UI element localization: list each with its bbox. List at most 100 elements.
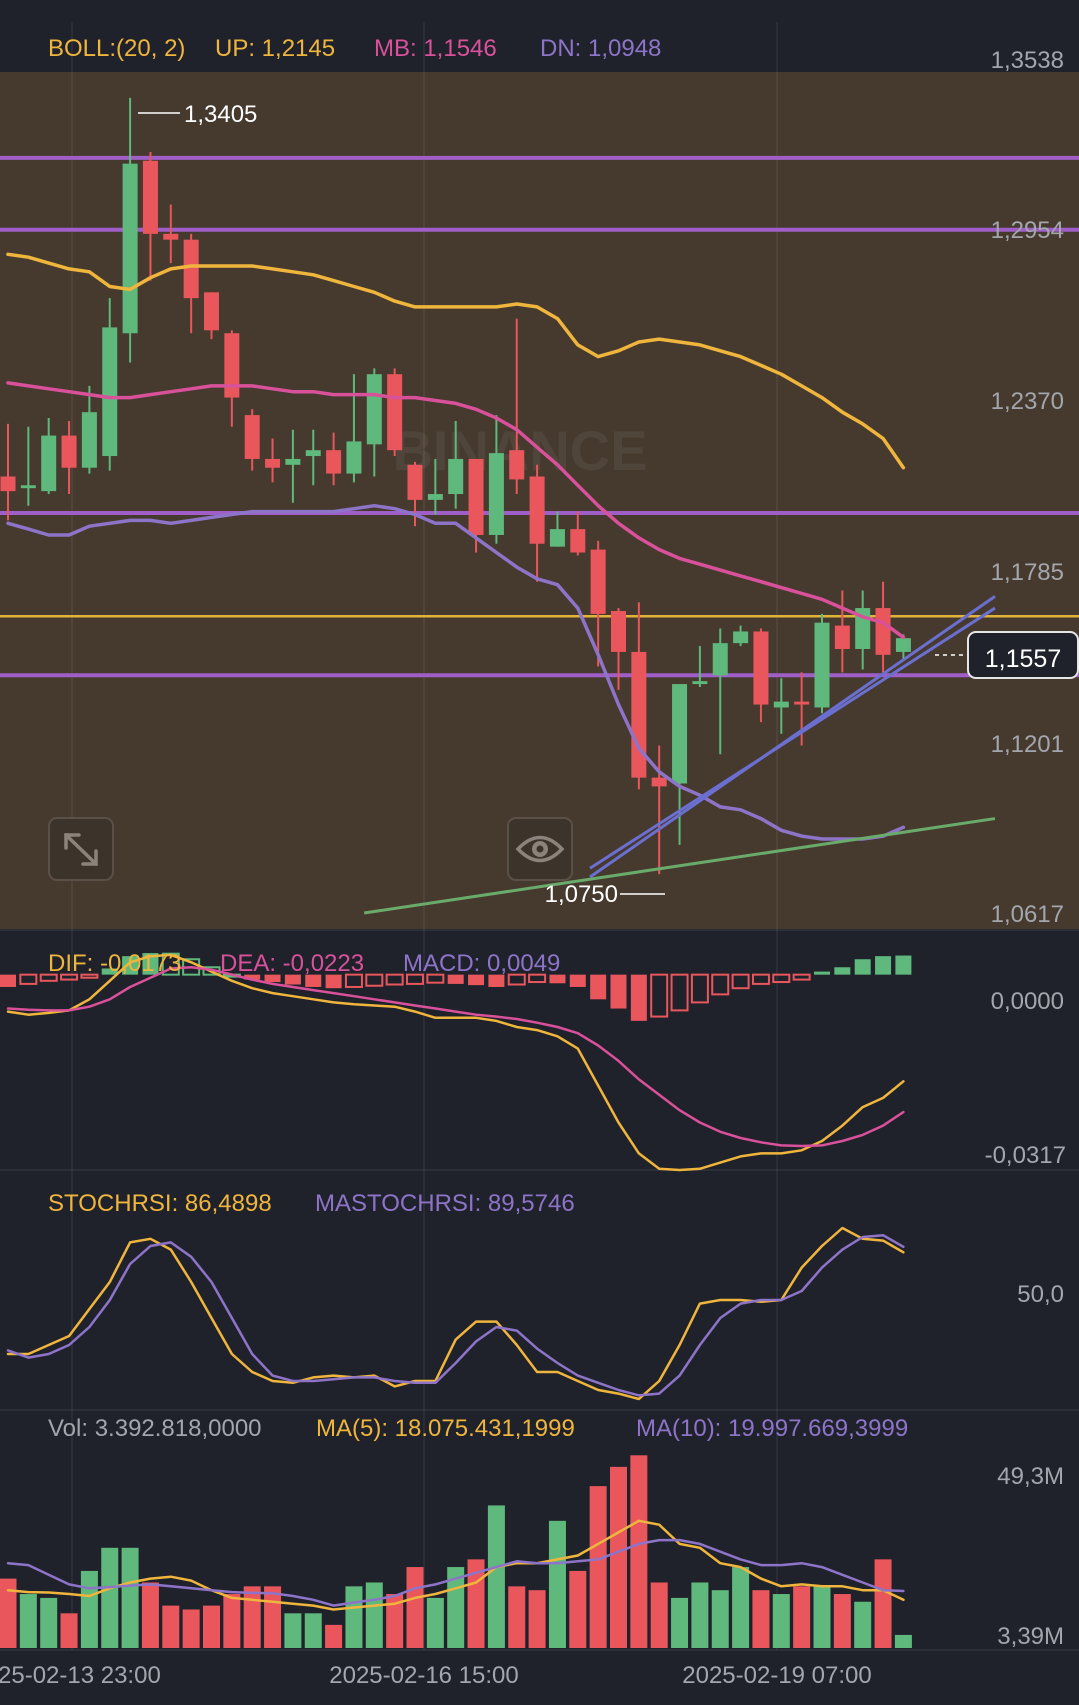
boll-label: BOLL:(20, 2): [48, 35, 185, 62]
volume-bar: [589, 1486, 607, 1648]
volume-ma10-line: [6, 1538, 905, 1607]
candle-body: [224, 333, 240, 398]
volume-bar: [426, 1597, 444, 1648]
volume-bar: [671, 1597, 689, 1648]
volume-ma5-line: [6, 1519, 905, 1611]
volume-bar: [569, 1570, 587, 1648]
visibility-toggle-button[interactable]: [507, 817, 573, 881]
candle-body: [183, 239, 199, 299]
volume-bar: [508, 1586, 526, 1648]
macd-histogram-bar: [528, 973, 547, 984]
candle-body: [611, 610, 626, 652]
price-tick: 1,2954: [991, 217, 1064, 244]
low-marker: 1,0750: [545, 881, 665, 908]
volume-bar: [711, 1590, 729, 1648]
boll-up-value: UP: 1,2145: [215, 35, 335, 62]
volume-bar: [284, 1613, 302, 1648]
mastochrsi-line: [6, 1233, 905, 1397]
volume-bar: [141, 1582, 159, 1648]
svg-text:DIF: -0,0173 DEA: -0,0223: DIF: -0,0173 DEA: -0,0223 MACD: 0,0049: [48, 950, 560, 977]
time-tick: 2025-02-19 07:00: [682, 1662, 872, 1689]
volume-layer: [0, 1455, 912, 1648]
candle-body: [509, 450, 525, 480]
volume-bar: [386, 1594, 404, 1648]
candle-body: [407, 464, 423, 500]
macd-histogram-bar: [468, 974, 485, 986]
candle-body: [529, 476, 545, 544]
macd-histogram-bar: [244, 974, 261, 980]
candle-body: [875, 608, 891, 655]
time-axis[interactable]: 25-02-13 23:00 2025-02-16 15:00 2025-02-…: [0, 1662, 872, 1689]
volume-bar: [80, 1570, 98, 1648]
volume-bar: [325, 1624, 343, 1648]
candle-body: [305, 450, 321, 457]
volume-bar: [406, 1567, 424, 1648]
stochrsi-value: STOCHRSI: 86,4898: [48, 1190, 272, 1217]
macd-histogram-bar: [834, 967, 851, 975]
volume-bar: [874, 1559, 892, 1648]
macd-histogram-bar: [365, 973, 384, 987]
vol-axis-tick: 49,3M: [997, 1463, 1064, 1490]
macd-histogram-bar: [305, 974, 322, 987]
macd-histogram-bar: [854, 959, 871, 975]
macd-histogram-bar: [650, 973, 669, 1018]
volume-bar: [19, 1594, 37, 1648]
macd-dea-value: DEA: -0,0223: [220, 950, 364, 977]
stoch-pane[interactable]: [0, 1170, 1079, 1410]
macd-histogram-bar: [875, 956, 892, 975]
macd-histogram-bar: [690, 973, 709, 1004]
candle-body: [61, 435, 77, 468]
macd-histogram-bar: [325, 974, 342, 989]
legend-strip: [0, 22, 1079, 72]
macd-histogram-bar: [0, 974, 16, 987]
volume-bar: [833, 1594, 851, 1648]
volume-bar: [630, 1455, 648, 1648]
macd-histogram-bar: [385, 973, 404, 986]
current-price-tag[interactable]: 1,1557: [935, 631, 1079, 679]
macd-histogram-bar: [630, 974, 647, 1021]
price-tick: 1,1785: [991, 559, 1064, 586]
volume-bar: [854, 1601, 872, 1648]
macd-histogram-bar: [792, 973, 811, 981]
volume-bar: [732, 1567, 750, 1648]
volume-bar: [101, 1547, 119, 1648]
volume-bar: [772, 1594, 790, 1648]
macd-histogram-bar: [772, 973, 791, 984]
expand-button[interactable]: [48, 817, 114, 881]
candle-body: [163, 233, 179, 240]
svg-text:STOCHRSI: 86,4898 MASTOCHR: STOCHRSI: 86,4898 MASTOCHRSI: 89,5746: [48, 1190, 575, 1217]
macd-histogram-bar: [344, 973, 363, 988]
volume-bar: [0, 1578, 17, 1648]
volume-bar: [60, 1613, 78, 1648]
boll-lower-band: [6, 503, 906, 841]
mastochrsi-value: MASTOCHRSI: 89,5746: [315, 1190, 575, 1217]
volume-bar: [40, 1597, 58, 1648]
volume-bar: [345, 1586, 363, 1648]
candle-body: [265, 458, 281, 468]
price-axis[interactable]: 1,3538 1,2954 1,2370 1,1785 1,1201 1,061…: [991, 47, 1064, 928]
price-tick: 1,2370: [991, 388, 1064, 415]
macd-value: MACD: 0,0049: [403, 950, 560, 977]
volume-bar: [203, 1605, 220, 1648]
stochrsi-layer: [6, 1226, 905, 1401]
trend-line: [363, 817, 996, 915]
volume-bar: [264, 1586, 282, 1648]
time-tick: 2025-02-16 15:00: [329, 1662, 519, 1689]
candle-body: [651, 777, 667, 787]
high-marker: 1,3405: [138, 101, 257, 128]
boll-middle-band: [6, 381, 906, 640]
macd-histogram-bar: [80, 973, 99, 979]
volume-bar: [182, 1609, 200, 1648]
candle-body: [122, 163, 138, 334]
candle-body: [570, 529, 586, 553]
svg-text:BOLL:(20, 2) UP: 1,2145: BOLL:(20, 2) UP: 1,2145 MB: 1,1546 DN: 1…: [48, 35, 661, 62]
boll-dn-value: DN: 1,0948: [540, 35, 661, 62]
macd-histogram-bar: [895, 955, 912, 975]
high-label: 1,3405: [184, 101, 257, 128]
macd-histogram-bar: [264, 974, 281, 983]
macd-histogram-bar: [284, 974, 301, 985]
macd-histogram-bar: [549, 974, 566, 984]
candle-body: [285, 458, 301, 465]
time-tick: 25-02-13 23:00: [0, 1662, 161, 1689]
